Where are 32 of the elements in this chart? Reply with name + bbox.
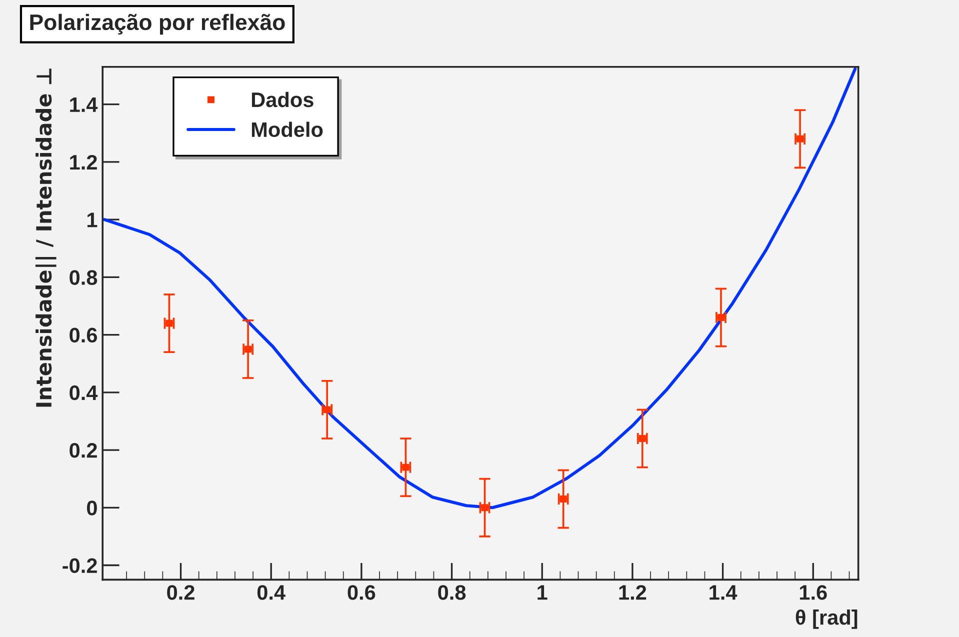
x-tick-label: 0.2 bbox=[167, 585, 194, 600]
x-tick-label: 1.2 bbox=[619, 585, 646, 600]
y-tick-label: 1 bbox=[87, 212, 98, 228]
x-axis-title: θ [rad] bbox=[796, 610, 858, 629]
point bbox=[244, 346, 252, 353]
point bbox=[638, 435, 646, 442]
y-tick-label: 0.6 bbox=[70, 328, 97, 343]
legend-label: Modelo bbox=[252, 122, 323, 138]
y-tick-label: 0.8 bbox=[70, 270, 98, 285]
y-tick-label: 0.4 bbox=[70, 385, 98, 400]
y-tick-label: 1.2 bbox=[70, 154, 97, 170]
chart-title: Polarização por reflexão bbox=[30, 14, 285, 35]
x-tick-label: 1.4 bbox=[710, 585, 738, 600]
x-tick-label: 0.4 bbox=[257, 585, 286, 600]
point bbox=[166, 320, 173, 327]
line-series bbox=[102, 67, 857, 510]
point bbox=[796, 135, 804, 142]
point bbox=[324, 406, 331, 414]
x-tick-label: 0.8 bbox=[438, 585, 466, 600]
legend-label: Dados bbox=[252, 92, 314, 108]
x-tick-label: 1.6 bbox=[800, 585, 827, 600]
y-tick-label: 1.4 bbox=[70, 98, 98, 112]
y-tick-label: -0.2 bbox=[62, 558, 97, 574]
x-tick-label: 0.6 bbox=[348, 585, 376, 600]
point bbox=[560, 496, 567, 502]
y-axis-title: Intensidade|| / Intensidade ⊥ bbox=[35, 68, 56, 407]
x-tick-label: 1 bbox=[538, 585, 548, 600]
y-tick-label: 0.2 bbox=[70, 443, 97, 458]
point bbox=[402, 464, 410, 471]
y-tick-label: 0 bbox=[86, 500, 97, 516]
point bbox=[481, 504, 488, 512]
point bbox=[718, 314, 724, 321]
